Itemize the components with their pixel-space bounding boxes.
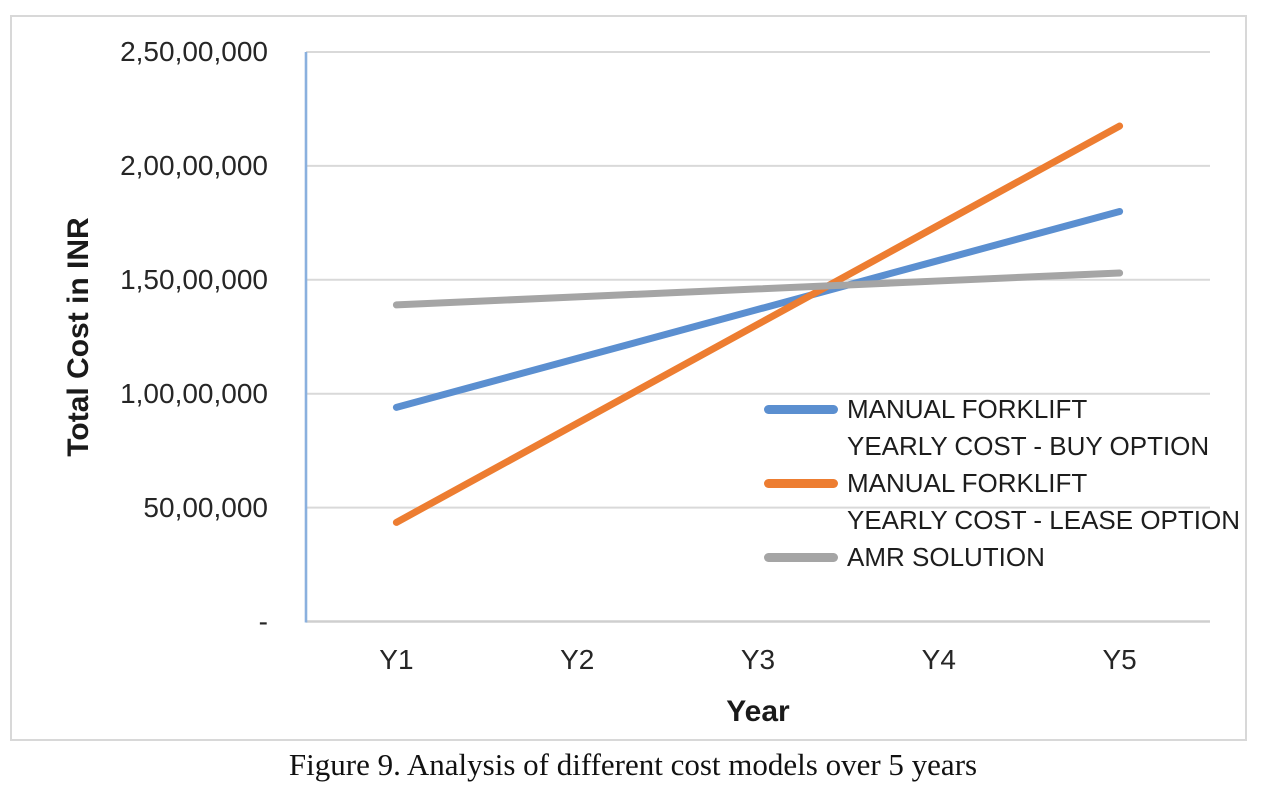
legend-label: MANUAL FORKLIFT YEARLY COST - BUY OPTION [847,394,1210,461]
y-tick-label: 50,00,000 [143,491,268,523]
x-tick-label: Y3 [740,644,776,675]
y-tick-label: 2,00,00,000 [120,149,268,181]
chart-legend: MANUAL FORKLIFT YEARLY COST - BUY OPTION… [764,391,1240,576]
x-tick-label: Y5 [1102,644,1137,675]
legend-item-buy-option: MANUAL FORKLIFT YEARLY COST - BUY OPTION [764,391,1240,465]
legend-label: MANUAL FORKLIFT YEARLY COST - LEASE OPTI… [847,468,1241,535]
legend-item-lease-option: MANUAL FORKLIFT YEARLY COST - LEASE OPTI… [764,465,1240,539]
y-tick-label: 2,50,00,000 [120,36,268,67]
figure-caption: Figure 9. Analysis of different cost mod… [288,747,978,782]
y-axis-title: Total Cost in INR [62,217,95,457]
y-tick-label: - [258,605,268,637]
amr-solution-line-swatch [764,553,838,562]
lease-option-line-swatch [764,479,838,488]
legend-item-amr-solution: AMR SOLUTION [764,539,1240,576]
x-axis-title: Year [726,695,790,728]
x-tick-label: Y4 [921,644,956,675]
buy-option-line-swatch [764,405,838,414]
y-tick-label: 1,50,00,000 [120,263,268,295]
x-tick-label: Y1 [379,644,414,675]
x-tick-label: Y2 [560,644,595,675]
y-tick-label: 1,00,00,000 [120,377,268,409]
legend-label: AMR SOLUTION [847,542,1045,572]
